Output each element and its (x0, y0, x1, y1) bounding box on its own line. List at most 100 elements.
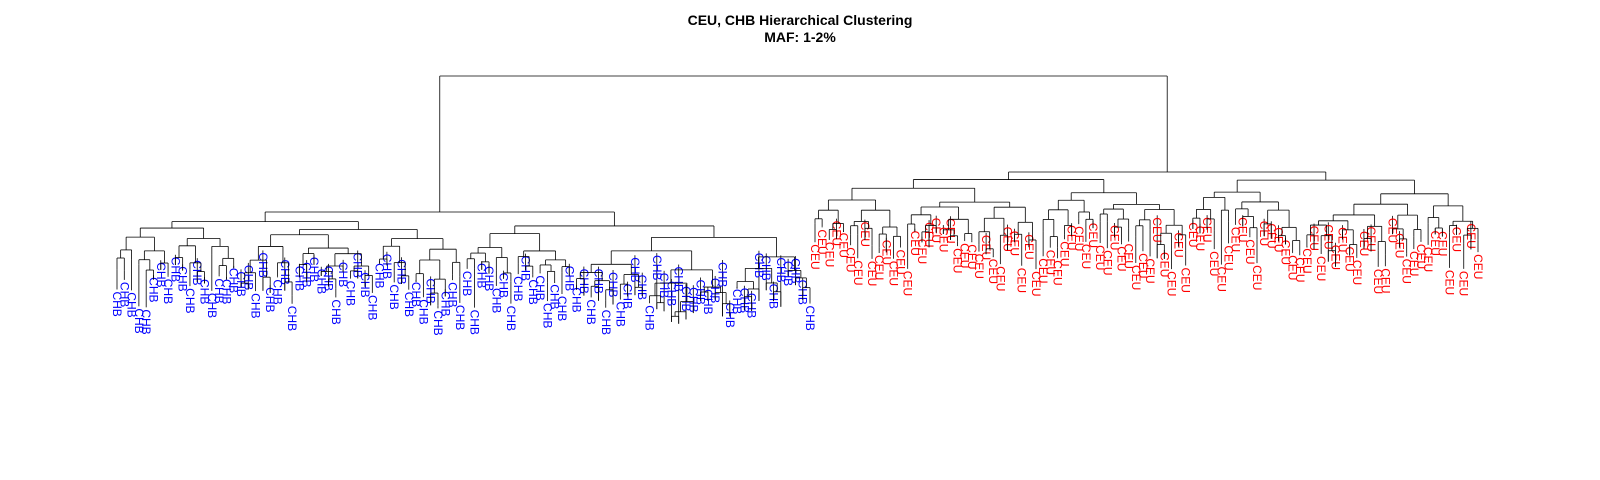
leaf-label: CHB (613, 302, 627, 327)
leaf-label: CHB (438, 291, 452, 316)
leaf-label: CEU (872, 255, 886, 280)
leaf-label: CEU (901, 271, 915, 296)
leaf-label: CHB (176, 266, 190, 291)
leaf-label: CHB (307, 257, 321, 282)
leaf-label: CHB (774, 257, 788, 282)
leaf-label: CEU (1008, 231, 1022, 256)
leaf-label: CEU (1336, 227, 1350, 252)
leaf-label: CHB (292, 266, 306, 291)
leaf-label: CEU (1043, 250, 1057, 275)
leaf-label: CHB (708, 278, 722, 303)
leaf-label: CEU (1015, 268, 1029, 293)
leaf-label: CHB (752, 253, 766, 278)
leaf-label: CHB (161, 279, 175, 304)
leaf-label: CEU (1150, 217, 1164, 242)
leaf-label: CEU (1435, 231, 1449, 256)
leaf-label: CEU (844, 247, 858, 272)
leaf-label: CHB (198, 279, 212, 304)
chart-titles: CEU, CHB Hierarchical Clustering MAF: 1-… (0, 12, 1600, 46)
leaf-label: CEU (1314, 256, 1328, 281)
leaf-label: CEU (1207, 251, 1221, 276)
leaf-label: CEU (1193, 226, 1207, 251)
leaf-label: CEU (1072, 226, 1086, 251)
leaf-label: CEU (986, 259, 1000, 284)
leaf-label: CEU (851, 260, 865, 285)
leaf-label: CHB (730, 289, 744, 314)
leaf-label: CHB (686, 287, 700, 312)
leaf-label: CHB (205, 293, 219, 318)
leaf-label: CEU (1214, 267, 1228, 292)
leaf-label: CEU (808, 244, 822, 269)
leaf-label: CHB (270, 279, 284, 304)
leaf-label: CEU (1086, 223, 1100, 248)
leaf-label: CHB (387, 284, 401, 309)
leaf-label: CHB (679, 286, 693, 311)
leaf-label: CHB (285, 306, 299, 331)
leaf-label: CEU (1115, 246, 1129, 271)
leaf-label: CEU (886, 261, 900, 286)
leaf-label: CEU (1428, 231, 1442, 256)
leaf-label: CEU (1036, 258, 1050, 283)
leaf-label: CEU (908, 231, 922, 256)
leaf-label: CEU (894, 249, 908, 274)
leaf-label: CEU (1164, 271, 1178, 296)
leaf-label: CEU (1371, 269, 1385, 294)
leaf-label: CEU (865, 261, 879, 286)
leaf-label: CHB (373, 263, 387, 288)
leaf-label: CEU (1186, 222, 1200, 247)
leaf-label: CEU (1179, 268, 1193, 293)
leaf-label: CHB (460, 271, 474, 296)
leaf-label: CEU (1236, 217, 1250, 242)
leaf-label: CHB (555, 296, 569, 321)
leaf-label: CEU (822, 242, 836, 267)
leaf-label: CEU (1100, 250, 1114, 275)
leaf-label: CEU (936, 227, 950, 252)
leaf-label: CHB (168, 257, 182, 282)
leaf-label: CHB (657, 273, 671, 298)
leaf-label: CHB (599, 310, 613, 335)
leaf-label: CEU (1229, 227, 1243, 252)
leaf-label: CEU (1450, 227, 1464, 252)
leaf-label: CHB (322, 266, 336, 291)
chart-subtitle: MAF: 1-2% (764, 29, 836, 45)
leaf-label: CEU (1293, 257, 1307, 282)
leaf-label: CEU (879, 240, 893, 265)
leaf-label: CHB (314, 269, 328, 294)
leaf-label: CHB (278, 260, 292, 285)
leaf-label: CHB (336, 262, 350, 287)
leaf-label: CHB (219, 279, 233, 304)
leaf-label: CEU (958, 243, 972, 268)
leaf-label: CEU (965, 244, 979, 269)
leaf-label: CHB (672, 267, 686, 292)
leaf-label: CEU (972, 254, 986, 279)
leaf-label: CHB (664, 281, 678, 306)
leaf-label: CHB (475, 263, 489, 288)
leaf-label: CEU (1122, 244, 1136, 269)
leaf-label: CEU (1421, 247, 1435, 272)
leaf-label: CHB (643, 305, 657, 330)
leaf-label: CHB (446, 282, 460, 307)
leaf-label: CHB (110, 291, 124, 316)
leaf-label: CEU (837, 233, 851, 258)
leaf-label: CHB (132, 308, 146, 333)
leaf-label: CEU (1221, 245, 1235, 270)
leaf-label: CEU (1029, 271, 1043, 296)
leaf-label: CHB (431, 310, 445, 335)
leaf-label: CHB (212, 278, 226, 303)
leaf-label: CHB (504, 306, 518, 331)
leaf-label: CHB (701, 289, 715, 314)
leaf-label: CHB (263, 287, 277, 312)
leaf-label: CHB (416, 299, 430, 324)
leaf-label: CHB (540, 303, 554, 328)
leaf-label: CHB (139, 309, 153, 334)
leaf-label: CEU (993, 266, 1007, 291)
leaf-label: CHB (548, 284, 562, 309)
leaf-label: CEU (1407, 251, 1421, 276)
leaf-label: CHB (453, 305, 467, 330)
leaf-label: CEU (1471, 254, 1485, 279)
leaf-label: CEU (1378, 268, 1392, 293)
leaf-label: CHB (606, 272, 620, 297)
leaf-label: CHB (715, 262, 729, 287)
leaf-label: CHB (482, 266, 496, 291)
